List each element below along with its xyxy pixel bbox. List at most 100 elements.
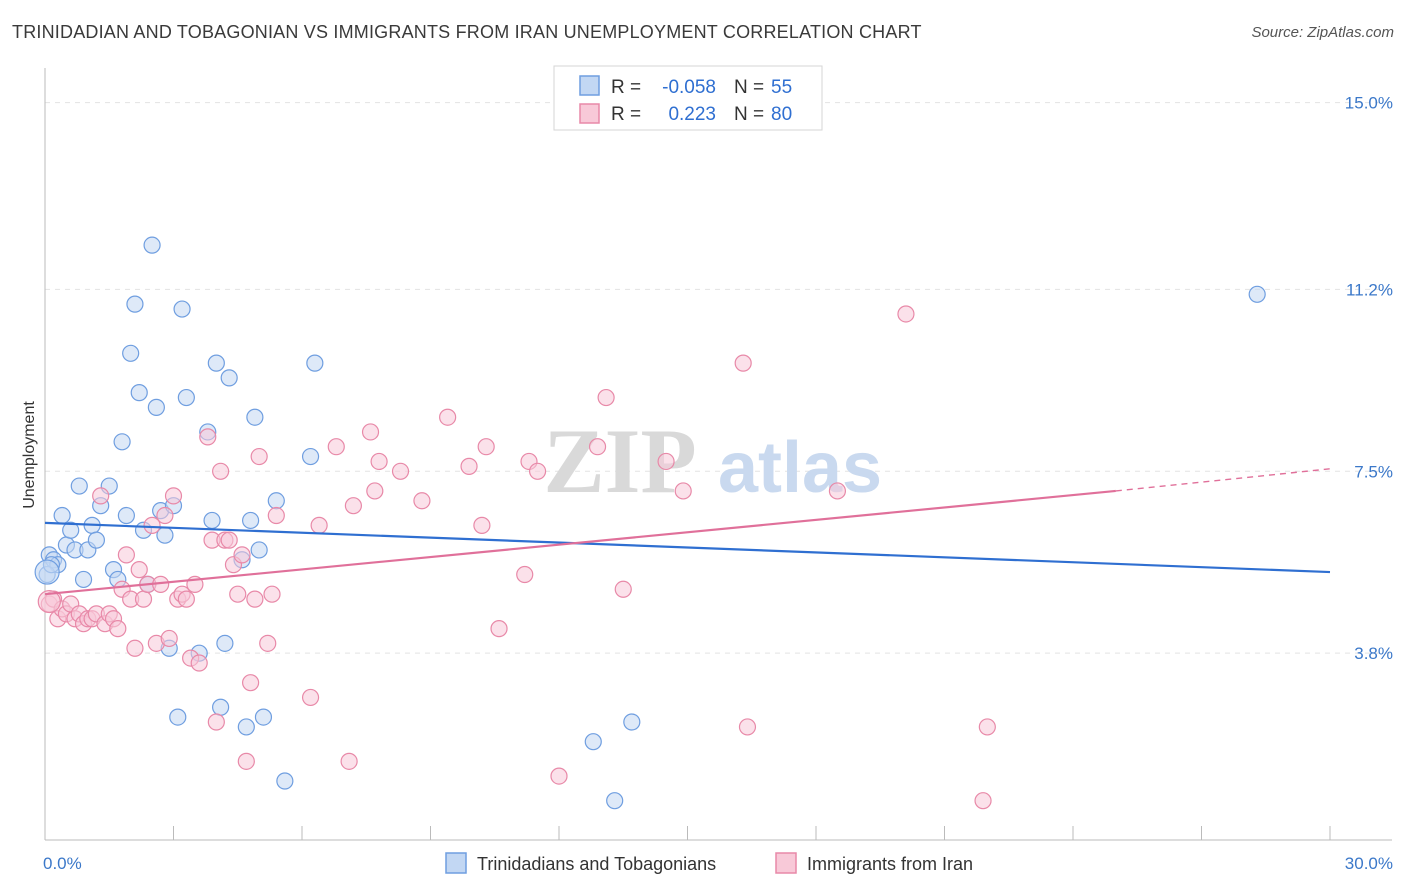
point-trinidadian [1248, 285, 1266, 303]
point-trinidadian [87, 531, 106, 549]
trend-lines [44, 468, 1331, 596]
point-iran [597, 388, 615, 407]
point-iran [143, 516, 161, 534]
bottom-legend-swatch-blue [445, 852, 467, 874]
point-iran [207, 713, 225, 731]
point-iran [109, 620, 127, 638]
point-iran [734, 354, 752, 372]
point-iran [366, 482, 384, 500]
legend-n-value-1: 55 [771, 77, 792, 98]
point-iran [473, 516, 491, 534]
point-iran [199, 428, 217, 446]
y-tick-label: 7.5% [1354, 462, 1393, 481]
point-iran [130, 561, 148, 579]
gridlines [45, 102, 1392, 654]
y-tick-label: 3.8% [1354, 644, 1393, 663]
y-axis-label: Unemployment [21, 401, 38, 509]
y-tick-label: 15.0% [1345, 94, 1393, 113]
point-iran [897, 305, 915, 323]
point-iran [212, 462, 230, 480]
bottom-legend-label-blue: Trinidadians and Tobagonians [477, 854, 716, 874]
point-iran [439, 408, 457, 426]
point-trinidadian [216, 634, 234, 652]
point-iran [233, 546, 251, 564]
legend-n-label-2: N = [734, 104, 764, 125]
point-trinidadian [276, 772, 294, 790]
trend-line-iran [44, 489, 1116, 596]
point-trinidadian [250, 541, 268, 559]
point-trinidadian [126, 295, 144, 313]
point-trinidadian [173, 300, 191, 318]
point-trinidadian [53, 506, 71, 525]
point-trinidadian [242, 511, 260, 530]
point-iran [516, 565, 534, 584]
point-iran [126, 639, 144, 657]
point-trinidadian-cluster [34, 559, 60, 585]
point-iran [92, 487, 110, 505]
point-trinidadian [623, 713, 641, 731]
point-trinidadian [220, 369, 238, 387]
point-iran [614, 580, 632, 598]
legend-r-value-2: 0.223 [668, 104, 716, 125]
data-points [34, 236, 1266, 810]
point-iran [550, 767, 568, 785]
point-iran [229, 585, 247, 603]
point-trinidadian [169, 708, 187, 726]
x-tick-label-max: 30.0% [1345, 854, 1393, 873]
point-iran [370, 452, 388, 471]
point-trinidadian [70, 477, 88, 495]
point-iran [160, 629, 178, 648]
legend-n-value-2: 80 [771, 104, 792, 125]
point-trinidadian [306, 354, 324, 372]
point-iran [134, 590, 153, 608]
point-iran [242, 674, 260, 692]
point-trinidadian [254, 708, 273, 726]
point-iran [460, 457, 478, 475]
point-iran [344, 497, 362, 515]
point-iran [156, 506, 174, 525]
legend-r-label-2: R = [611, 104, 641, 125]
point-trinidadian [246, 408, 264, 426]
point-iran [301, 688, 320, 707]
point-trinidadian [62, 521, 80, 539]
point-trinidadian [212, 698, 230, 716]
point-iran [974, 792, 992, 810]
chart-title: TRINIDADIAN AND TOBAGONIAN VS IMMIGRANTS… [12, 22, 922, 42]
point-trinidadian [122, 344, 140, 362]
point-trinidadian [117, 506, 135, 525]
point-iran [657, 452, 675, 471]
point-iran [588, 438, 607, 456]
point-iran [263, 585, 281, 603]
point-iran [164, 487, 183, 505]
point-iran [413, 492, 431, 510]
bottom-legend-swatch-pink [775, 852, 797, 874]
point-iran [267, 506, 285, 525]
point-trinidadian [130, 384, 148, 402]
point-iran [477, 438, 495, 456]
point-iran [738, 718, 757, 736]
tick-labels: 3.8% 7.5% 11.2% 15.0% 0.0% 30.0% [43, 94, 1393, 873]
point-trinidadian [237, 718, 255, 736]
point-iran [327, 438, 345, 456]
point-trinidadian [584, 733, 602, 751]
point-iran [177, 590, 195, 608]
point-iran [361, 423, 380, 441]
point-iran [259, 634, 277, 652]
point-iran [391, 462, 410, 480]
point-iran-cluster [37, 589, 61, 614]
point-iran [340, 752, 358, 770]
y-tick-label: 11.2% [1346, 280, 1393, 299]
point-trinidadian [74, 570, 93, 589]
point-iran [490, 620, 508, 638]
point-iran [237, 752, 255, 770]
point-iran [220, 531, 238, 549]
legend-r-label-1: R = [611, 77, 641, 98]
x-tick-label-min: 0.0% [43, 854, 82, 873]
point-trinidadian [267, 492, 285, 510]
bottom-legend: Trinidadians and Tobagonians Immigrants … [445, 852, 973, 874]
point-iran [828, 482, 847, 500]
point-iran [528, 462, 547, 480]
bottom-legend-label-pink: Immigrants from Iran [807, 854, 973, 874]
point-iran [250, 447, 268, 466]
